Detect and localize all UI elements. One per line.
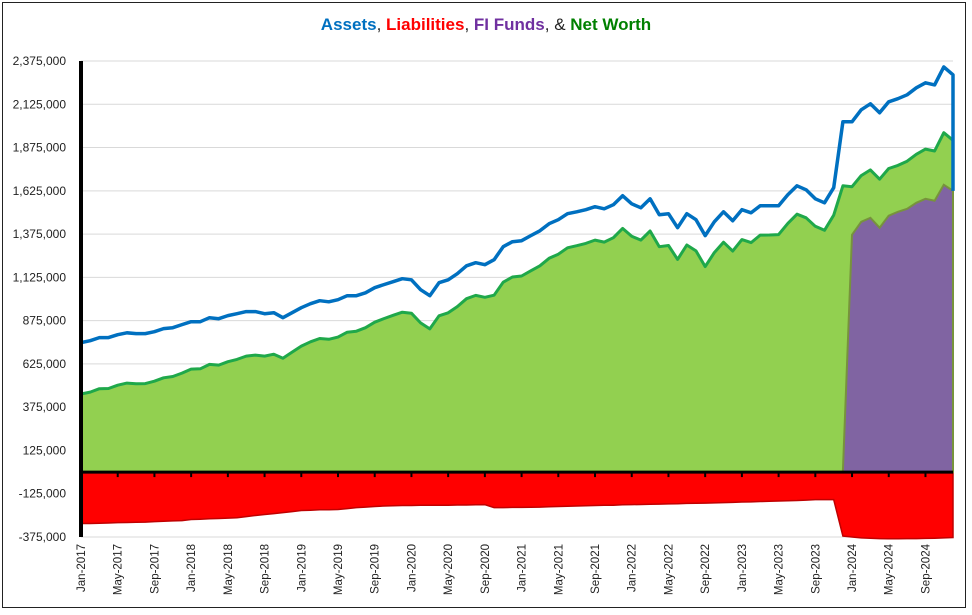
x-tick-label: May-2019 — [333, 544, 345, 595]
x-tick-label: May-2021 — [553, 544, 565, 595]
x-tick-label: May-2018 — [223, 544, 235, 595]
y-tick-label: 125,000 — [23, 443, 67, 457]
x-tick-label: Sep-2017 — [149, 544, 161, 594]
assets-line — [80, 65, 955, 345]
title-assets: Assets — [320, 15, 377, 34]
y-tick-label: 375,000 — [23, 400, 67, 414]
title-separator: , — [376, 15, 382, 34]
y-tick-label: 1,375,000 — [13, 227, 67, 241]
liabilities-area — [80, 471, 954, 540]
x-tick-label: Jan-2024 — [847, 543, 859, 592]
x-tick-label: Sep-2020 — [480, 544, 492, 594]
x-tick-label: May-2024 — [884, 543, 896, 595]
y-tick-label: 2,125,000 — [13, 97, 67, 111]
x-tick-label: Jan-2018 — [186, 544, 198, 592]
y-tick-label: 1,125,000 — [13, 270, 67, 284]
title-liabilities: Liabilities — [386, 15, 465, 34]
x-tick-label: May-2023 — [774, 544, 786, 595]
y-tick-label: -375,000 — [19, 530, 67, 544]
y-tick-label: 2,375,000 — [13, 54, 67, 68]
x-tick-label: Sep-2018 — [260, 544, 272, 594]
x-tick-label: Jan-2022 — [627, 544, 639, 592]
title-fi-funds: FI Funds — [473, 15, 545, 34]
x-tick-label: Jan-2019 — [296, 544, 308, 592]
title-separator: , — [464, 15, 470, 34]
x-tick-label: May-2020 — [443, 544, 455, 595]
x-tick-label: Jan-2023 — [737, 544, 749, 592]
x-tick-label: May-2022 — [663, 544, 675, 595]
y-tick-label: 625,000 — [23, 357, 67, 371]
x-tick-label: May-2017 — [113, 544, 125, 595]
x-tick-label: Jan-2021 — [517, 544, 529, 592]
fi-funds-area — [841, 183, 954, 474]
net-worth-area — [81, 132, 953, 473]
x-tick-label: Jan-2017 — [76, 544, 88, 592]
x-tick-label: Jan-2020 — [406, 544, 418, 592]
chart-frame — [2, 2, 966, 608]
x-tick-label: Sep-2019 — [370, 544, 382, 594]
y-tick-label: 875,000 — [23, 314, 67, 328]
title-separator: , & — [544, 15, 566, 34]
x-tick-label: Sep-2023 — [810, 544, 822, 594]
y-tick-label: -125,000 — [19, 487, 67, 501]
y-tick-label: 1,625,000 — [13, 184, 67, 198]
y-tick-label: 1,875,000 — [13, 141, 67, 155]
x-tick-label: Sep-2024 — [920, 543, 932, 593]
x-tick-label: Sep-2021 — [590, 544, 602, 594]
title-net-worth: Net Worth — [570, 15, 652, 34]
x-tick-label: Sep-2022 — [700, 544, 712, 594]
chart-title: Assets, Liabilities, FI Funds, & Net Wor… — [0, 15, 972, 35]
net-worth-line — [80, 131, 954, 396]
